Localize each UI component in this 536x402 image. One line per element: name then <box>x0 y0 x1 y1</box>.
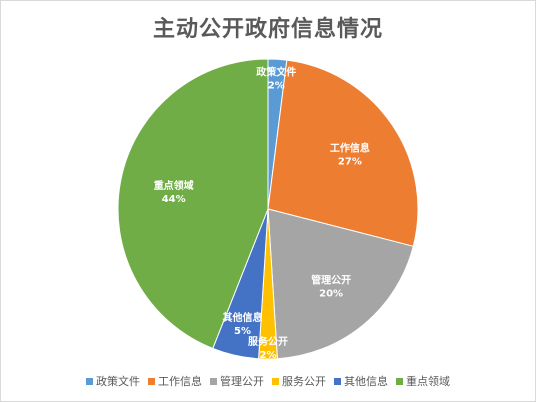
pie-slice-6 <box>117 58 269 350</box>
legend-label: 服务公开 <box>282 375 326 388</box>
legend-swatch <box>148 377 155 385</box>
pie-chart: 政策文件 2% 工作信息 27% 管理公开 20% 服务公开 2% 其他信息 5% 重点领域 44% <box>117 58 419 361</box>
legend-label: 重点领域 <box>406 375 450 388</box>
legend-label: 其他信息 <box>344 375 388 388</box>
pie-slice-3 <box>267 208 414 360</box>
legend-item: 管理公开 <box>210 373 264 389</box>
legend-item: 重点领域 <box>396 373 450 389</box>
pie-slice-2 <box>267 59 419 247</box>
slice-percent-label: 5% <box>234 326 251 337</box>
legend-item: 工作信息 <box>148 373 202 389</box>
legend-swatch <box>210 377 217 385</box>
slice-percent-label: 27% <box>338 156 362 167</box>
slice-percent-label: 2% <box>260 350 277 361</box>
legend-item: 其他信息 <box>334 373 388 389</box>
slice-category-label: 重点领域 <box>154 179 194 192</box>
legend-swatch <box>272 377 279 385</box>
slice-percent-label: 20% <box>319 288 343 299</box>
slice-percent-label: 2% <box>268 80 285 91</box>
legend-label: 管理公开 <box>220 375 264 388</box>
slice-category-label: 管理公开 <box>311 273 351 286</box>
legend-item: 政策文件 <box>86 373 140 389</box>
legend: 政策文件 工作信息 管理公开 服务公开 其他信息 重点领域 <box>1 373 535 389</box>
legend-swatch <box>86 377 93 385</box>
slice-category-label: 其他信息 <box>222 311 262 324</box>
legend-label: 政策文件 <box>96 375 140 388</box>
chart-title: 主动公开政府信息情况 <box>152 17 383 42</box>
slice-percent-label: 44% <box>162 194 186 205</box>
slice-category-label: 工作信息 <box>330 141 370 154</box>
legend-item: 服务公开 <box>272 373 326 389</box>
slice-category-label: 政策文件 <box>256 65 296 78</box>
legend-swatch <box>396 377 403 385</box>
legend-swatch <box>334 377 341 385</box>
legend-label: 工作信息 <box>158 375 202 388</box>
slice-category-label: 服务公开 <box>248 335 288 348</box>
